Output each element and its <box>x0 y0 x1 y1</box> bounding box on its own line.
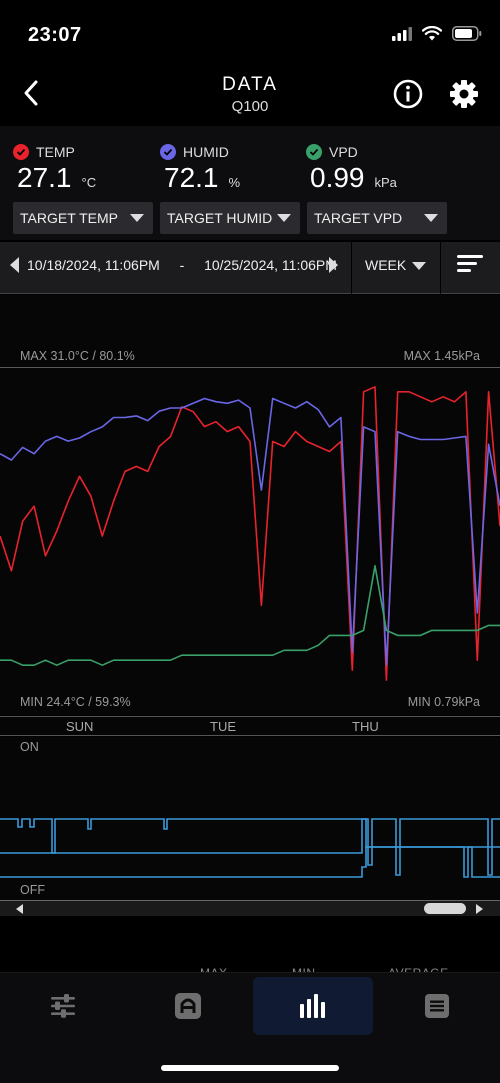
reading-temp-label: TEMP <box>36 144 75 160</box>
chart-max-left-label: MAX 31.0°C / 80.1% <box>20 349 135 363</box>
tab-menu[interactable] <box>377 977 497 1035</box>
previous-range-icon[interactable] <box>10 257 19 273</box>
device-state-plot <box>0 818 500 878</box>
automation-icon <box>175 993 201 1019</box>
caret-down-icon <box>412 262 426 270</box>
check-icon <box>160 144 176 160</box>
readings-panel: TEMP 27.1 °C HUMID 72.1 % VPD 0.99 kPa <box>0 126 500 240</box>
tab-automation[interactable] <box>128 977 248 1035</box>
sort-button[interactable] <box>441 242 500 294</box>
title-block: DATA Q100 <box>0 74 500 115</box>
gear-icon <box>450 80 478 108</box>
home-indicator <box>161 1065 339 1071</box>
bar-chart-icon <box>300 994 325 1018</box>
chart-area[interactable]: MAX 31.0°C / 80.1% MAX 1.45kPa MIN 24.4°… <box>0 295 500 715</box>
info-icon <box>393 79 423 109</box>
state-off-label: OFF <box>20 883 45 897</box>
period-dropdown[interactable]: WEEK <box>352 242 440 294</box>
reading-humid-unit: % <box>228 175 241 190</box>
day-label-sun: SUN <box>66 719 94 734</box>
target-vpd-dropdown[interactable]: TARGET VPD <box>307 202 447 234</box>
stat-average-header: AVERAGE <box>388 966 449 974</box>
reading-humid-value: 72.1 <box>164 162 219 193</box>
chevron-left-icon <box>24 80 38 106</box>
caret-down-icon <box>424 214 438 222</box>
reading-humid[interactable]: HUMID 72.1 % <box>160 144 240 194</box>
scroll-left-icon[interactable] <box>16 904 23 914</box>
bottom-tab-bar <box>0 972 500 1083</box>
target-temp-label: TARGET TEMP <box>20 210 119 226</box>
device-state-line <box>0 818 500 854</box>
chart-scrollbar[interactable] <box>0 900 500 916</box>
reading-vpd-unit: kPa <box>374 175 397 190</box>
period-label: WEEK <box>365 257 407 273</box>
device-state-area: ON OFF <box>0 737 500 901</box>
chart-min-right-label: MIN 0.79kPa <box>407 695 480 709</box>
divider <box>440 242 441 294</box>
caret-down-icon <box>277 214 291 222</box>
battery-icon <box>452 26 482 41</box>
caret-down-icon <box>130 214 144 222</box>
day-label-thu: THU <box>352 719 379 734</box>
status-time: 23:07 <box>28 24 82 46</box>
date-range-bar: 10/18/2024, 11:06PM - 10/25/2024, 11:06P… <box>0 242 500 294</box>
reading-vpd-label: VPD <box>329 144 358 160</box>
range-end: 10/25/2024, 11:06PM <box>204 257 337 273</box>
target-humid-label: TARGET HUMID <box>167 210 273 226</box>
state-on-label: ON <box>20 740 39 754</box>
tab-data[interactable] <box>253 977 373 1035</box>
sliders-icon <box>51 994 75 1018</box>
reading-temp-value: 27.1 <box>17 162 72 193</box>
reading-temp[interactable]: TEMP 27.1 °C <box>13 144 96 194</box>
series-line-vpd <box>0 565 500 666</box>
series-line-temp <box>0 386 500 681</box>
wifi-icon <box>422 26 442 41</box>
day-label-tue: TUE <box>210 719 236 734</box>
scroll-right-icon[interactable] <box>476 904 483 914</box>
device-state-line <box>0 846 500 878</box>
date-range-text: 10/18/2024, 11:06PM - 10/25/2024, 11:06P… <box>27 257 337 273</box>
range-separator: - <box>179 257 185 273</box>
target-temp-dropdown[interactable]: TARGET TEMP <box>13 202 153 234</box>
check-icon <box>306 144 322 160</box>
nav-header: DATA Q100 <box>0 62 500 128</box>
stat-max-header: MAX <box>200 966 228 974</box>
range-start: 10/18/2024, 11:06PM <box>27 257 160 273</box>
tab-controls[interactable] <box>3 977 123 1035</box>
cellular-signal-icon <box>392 26 412 41</box>
sort-lines-icon <box>457 255 483 272</box>
reading-humid-label: HUMID <box>183 144 229 160</box>
stats-header-row: MAX MIN AVERAGE <box>0 962 500 974</box>
status-bar: 23:07 <box>0 0 500 60</box>
chart-top-line <box>0 367 500 368</box>
menu-list-icon <box>425 994 449 1018</box>
target-vpd-label: TARGET VPD <box>314 210 403 226</box>
chart-min-left-label: MIN 24.4°C / 59.3% <box>20 695 131 709</box>
series-line-humid <box>0 397 500 666</box>
check-icon <box>13 144 29 160</box>
reading-vpd-value: 0.99 <box>310 162 365 193</box>
info-button[interactable] <box>392 78 424 110</box>
next-range-icon[interactable] <box>329 257 338 273</box>
status-icons <box>392 26 482 41</box>
target-humid-dropdown[interactable]: TARGET HUMID <box>160 202 300 234</box>
page-title: DATA <box>222 74 278 95</box>
scroll-thumb[interactable] <box>424 903 466 914</box>
chart-max-right-label: MAX 1.45kPa <box>403 349 480 363</box>
reading-vpd[interactable]: VPD 0.99 kPa <box>306 144 397 194</box>
stat-min-header: MIN <box>292 966 316 974</box>
day-axis: SUN TUE THU <box>0 716 500 736</box>
divider <box>351 242 352 294</box>
chart-plot <box>0 386 500 681</box>
reading-temp-unit: °C <box>81 175 97 190</box>
settings-button[interactable] <box>448 78 480 110</box>
page-subtitle: Q100 <box>231 98 269 115</box>
back-button[interactable] <box>14 76 48 110</box>
